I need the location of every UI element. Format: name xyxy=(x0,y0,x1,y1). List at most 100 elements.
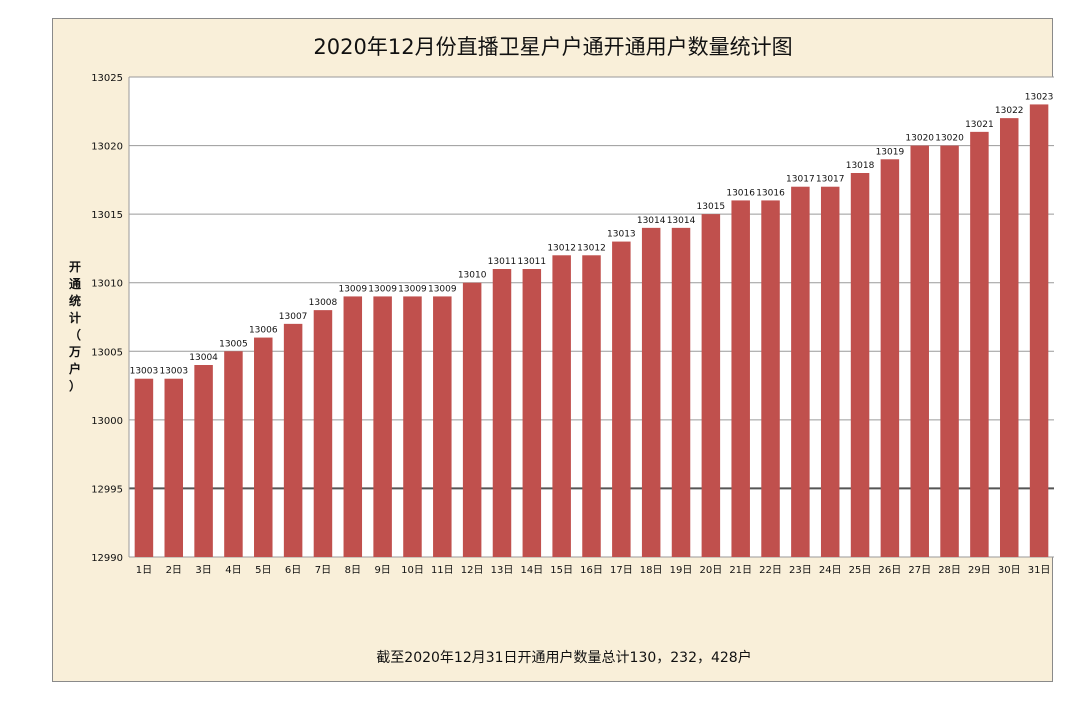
bar xyxy=(164,378,184,557)
bar xyxy=(761,200,780,557)
y-tick-label: 13020 xyxy=(91,142,123,153)
bar xyxy=(283,323,303,557)
bar xyxy=(820,186,840,557)
y-axis-label-char: 户 xyxy=(69,361,81,376)
bar xyxy=(641,227,661,557)
x-tick-label: 19日 xyxy=(670,565,693,576)
bar xyxy=(671,227,691,557)
data-label: 13004 xyxy=(189,353,218,363)
x-tick-label: 1日 xyxy=(136,565,152,576)
y-tick-label: 12995 xyxy=(91,484,123,495)
bar xyxy=(492,269,512,557)
y-tick-label: 13025 xyxy=(91,73,123,84)
x-tick-label: 16日 xyxy=(580,565,603,576)
bars xyxy=(134,104,1049,558)
x-tick-label: 11日 xyxy=(431,565,454,576)
data-label: 13021 xyxy=(965,120,994,130)
bar xyxy=(880,159,900,558)
data-label: 13018 xyxy=(846,161,875,171)
x-tick-label: 12日 xyxy=(461,565,484,576)
bar xyxy=(134,378,154,557)
x-tick-label: 10日 xyxy=(401,565,424,576)
bar xyxy=(612,241,631,558)
data-labels: 13003 13003130041300513006130071300813009… xyxy=(130,92,1054,376)
y-axis-label-char: （ xyxy=(69,327,81,342)
x-tick-label: 4日 xyxy=(225,565,241,576)
y-tick-label: 13000 xyxy=(91,416,123,427)
x-tick-label: 8日 xyxy=(345,565,361,576)
x-tick-label: 5日 xyxy=(255,565,271,576)
x-tick-label: 17日 xyxy=(610,565,633,576)
data-label: 13008 xyxy=(309,298,338,308)
data-label: 13020 xyxy=(935,134,964,144)
x-tick-label: 9日 xyxy=(374,565,390,576)
x-tick-label: 24日 xyxy=(819,565,842,576)
data-label: 13014 xyxy=(667,216,696,226)
y-axis-label-char: 统 xyxy=(69,293,81,308)
data-label: 13003 xyxy=(159,367,188,377)
data-label: 13015 xyxy=(697,202,726,212)
chart-footer: 截至2020年12月31日开通用户数量总计130，232，428户 xyxy=(376,649,751,666)
data-label: 13005 xyxy=(219,339,248,349)
chart-title: 2020年12月份直播卫星户户通开通用户数量统计图 xyxy=(313,35,792,59)
bar xyxy=(254,337,273,557)
data-label: 13009 xyxy=(338,284,367,294)
data-label: 13006 xyxy=(249,326,278,336)
bar xyxy=(582,255,601,558)
bar xyxy=(1029,104,1049,557)
bar xyxy=(522,269,542,557)
data-label: 13009 xyxy=(368,284,397,294)
x-tick-label: 28日 xyxy=(938,565,961,576)
x-tick-label: 18日 xyxy=(640,565,663,576)
bar-chart: 2020年12月份直播卫星户户通开通用户数量统计图 13003 130031300… xyxy=(68,35,1054,666)
y-tick-label: 12990 xyxy=(91,553,123,564)
x-tick-label: 30日 xyxy=(998,565,1021,576)
bar xyxy=(970,131,989,557)
bar xyxy=(791,186,810,557)
x-tick-label: 23日 xyxy=(789,565,812,576)
data-label: 13014 xyxy=(637,216,666,226)
x-tick-label: 3日 xyxy=(195,565,211,576)
x-tick-label: 2日 xyxy=(166,565,182,576)
x-tick-label: 13日 xyxy=(491,565,514,576)
data-label: 13019 xyxy=(876,147,905,157)
bar xyxy=(940,145,959,558)
y-axis-label-char: 计 xyxy=(69,310,81,325)
bar xyxy=(999,118,1019,558)
y-axis-label-char: 万 xyxy=(68,345,81,359)
bar xyxy=(850,173,870,557)
y-axis-label-char: ） xyxy=(69,378,81,393)
bar xyxy=(701,214,721,557)
bar xyxy=(343,296,363,557)
x-tick-label: 27日 xyxy=(908,565,931,576)
x-tick-label: 6日 xyxy=(285,565,301,576)
data-label: 13003 xyxy=(130,367,159,377)
data-label: 13013 xyxy=(607,230,636,240)
data-label: 13022 xyxy=(995,106,1024,116)
y-axis-label-char: 通 xyxy=(69,276,81,291)
x-tick-label: 21日 xyxy=(729,565,752,576)
bar xyxy=(224,351,243,557)
x-tick-label: 15日 xyxy=(550,565,573,576)
bar xyxy=(433,296,452,557)
y-axis-ticks: 12990 12995 13000 13005 13010 13015 13020 13025 xyxy=(91,73,123,564)
bar xyxy=(462,282,482,557)
x-tick-label: 22日 xyxy=(759,565,782,576)
y-axis-label-char: 开 xyxy=(69,260,81,274)
x-tick-label: 20日 xyxy=(699,565,722,576)
y-tick-label: 13015 xyxy=(91,210,123,221)
data-label: 13017 xyxy=(816,175,845,185)
x-tick-label: 29日 xyxy=(968,565,991,576)
bar xyxy=(403,296,422,557)
data-label: 13016 xyxy=(726,188,755,198)
data-label: 13009 xyxy=(398,284,427,294)
y-tick-label: 13010 xyxy=(91,279,123,290)
bar xyxy=(194,365,213,557)
x-tick-label: 14日 xyxy=(520,565,543,576)
bar xyxy=(373,296,392,557)
x-tick-label: 26日 xyxy=(879,565,902,576)
data-label: 13020 xyxy=(905,134,934,144)
data-label: 13009 xyxy=(428,284,457,294)
x-axis-ticks: 1日 2日 3日 4日 5日 6日 7日 8日 9日 10日 11日 12日 13日 14日 15日 16日 1… xyxy=(136,565,1051,576)
